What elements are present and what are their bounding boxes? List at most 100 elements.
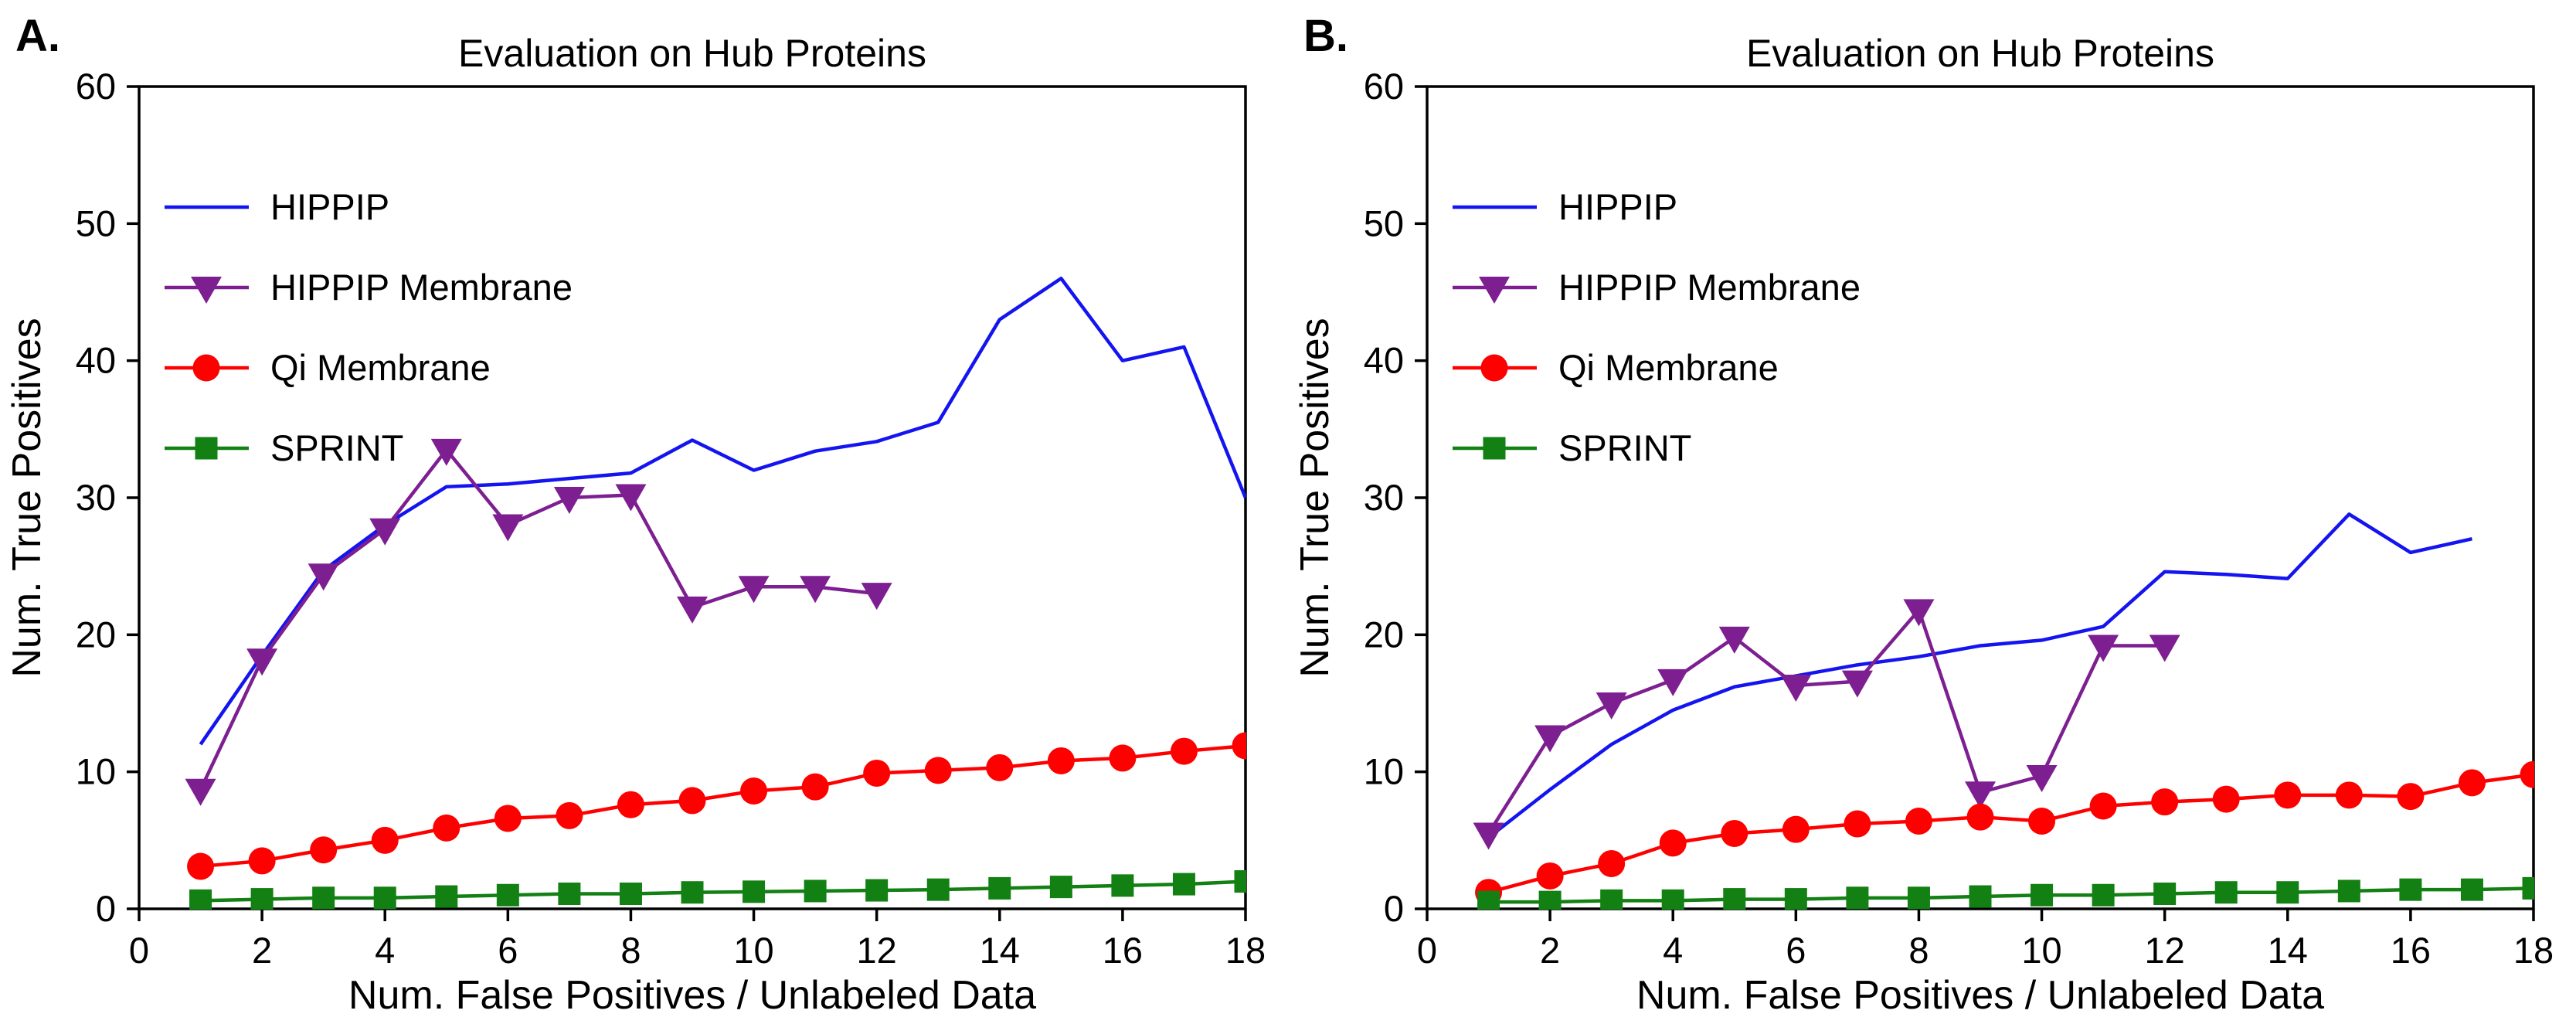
data-point-marker (1477, 890, 1500, 910)
data-point-marker (1172, 873, 1195, 896)
x-tick-label: 0 (1417, 930, 1437, 971)
data-point-marker (986, 754, 1014, 781)
legend-sample-marker (1480, 354, 1508, 382)
panel-b: B. Evaluation on Hub Proteins Num. False… (1288, 0, 2576, 1024)
legend: HIPPIP HIPPIP Membrane Qi Membrane SPRINT (165, 186, 573, 468)
legend-sample-marker (1479, 277, 1510, 304)
y-tick-label: 10 (76, 751, 116, 792)
x-tick-label: 16 (2391, 930, 2431, 971)
series-hippip-membrane (1473, 599, 2180, 850)
data-point-marker (863, 759, 891, 787)
x-tick-label: 4 (1663, 930, 1683, 971)
data-point-marker (2214, 881, 2238, 904)
data-point-marker (496, 883, 519, 907)
data-point-marker (2522, 876, 2534, 900)
data-point-marker (2149, 634, 2180, 662)
data-point-marker (1966, 803, 1994, 831)
y-tick-label: 60 (1364, 66, 1404, 107)
data-point-marker (861, 583, 892, 611)
x-tick-label: 4 (375, 930, 395, 971)
chart-b-plot-area: 0 2 4 6 8 10 12 14 16 180102030405060HIPPIPHIPPIP… (1364, 66, 2554, 971)
x-axis-ticks: 0 2 4 6 8 10 12 14 16 18 (1417, 909, 2554, 971)
chart-b-y-axis-label: Num. True Positives (1293, 318, 1337, 677)
data-point-marker (681, 881, 704, 904)
data-point-marker (1657, 668, 1689, 696)
series-sprint (189, 870, 1246, 910)
panel-a: A. Evaluation on Hub Proteins Num. False… (5, 11, 1266, 1018)
data-point-marker (1969, 885, 1992, 908)
legend-label-qi-membrane: Qi Membrane (270, 347, 491, 388)
data-point-marker (1598, 849, 1626, 877)
data-point-marker (248, 847, 276, 875)
data-point-marker (246, 648, 278, 676)
y-tick-label: 40 (76, 340, 116, 381)
y-tick-label: 60 (76, 66, 116, 107)
panel-a-letter: A. (15, 11, 60, 61)
data-point-marker (1723, 888, 1746, 910)
data-point-marker (2026, 764, 2058, 792)
data-point-marker (678, 787, 706, 815)
data-point-marker (1844, 810, 1871, 838)
y-tick-label: 50 (76, 202, 116, 243)
x-tick-label: 10 (2021, 930, 2061, 971)
data-point-marker (430, 438, 462, 466)
data-point-marker (2276, 881, 2299, 904)
y-tick-label: 20 (1364, 614, 1404, 655)
data-point-marker (2028, 808, 2056, 835)
x-tick-label: 18 (1225, 930, 1266, 971)
data-point-marker (1905, 808, 1932, 835)
y-axis-ticks: 0 10 20 30 40 50 60 (76, 66, 139, 929)
x-tick-label: 2 (252, 930, 272, 971)
data-point-marker (1534, 725, 1566, 753)
x-tick-label: 8 (620, 930, 641, 971)
data-point-marker (494, 805, 522, 832)
data-point-marker (189, 889, 212, 910)
series-qi-membrane (1475, 760, 2534, 907)
series-hippip (199, 277, 1246, 746)
data-point-marker (677, 596, 708, 624)
series-hippip-membrane (185, 438, 892, 806)
data-point-marker (2151, 788, 2179, 816)
chart-b-title: Evaluation on Hub Proteins (1746, 32, 2214, 75)
data-point-marker (615, 484, 647, 512)
legend-sample-marker (195, 437, 218, 460)
data-point-marker (435, 885, 458, 908)
series-line (199, 447, 877, 791)
data-point-marker (1536, 862, 1564, 890)
data-point-marker (738, 576, 770, 604)
series-sprint (1477, 876, 2534, 910)
data-point-marker (2088, 634, 2119, 662)
data-point-marker (556, 801, 583, 829)
data-point-marker (1170, 737, 1198, 765)
series-line (1487, 608, 2165, 835)
x-tick-label: 14 (980, 930, 1020, 971)
x-tick-label: 18 (2513, 930, 2554, 971)
data-point-marker (312, 886, 335, 910)
data-point-marker (2337, 879, 2360, 903)
data-point-marker (308, 563, 339, 591)
data-point-marker (1782, 815, 1810, 843)
data-point-marker (1903, 599, 1935, 627)
y-axis-ticks: 0 10 20 30 40 50 60 (1364, 66, 1427, 929)
data-point-marker (187, 852, 215, 880)
data-point-marker (1965, 781, 1996, 809)
data-point-marker (619, 882, 642, 905)
chart-a-plot-area: 0 2 4 6 8 10 12 14 16 180102030405060HIPPIPHIPPIP… (76, 66, 1266, 971)
data-point-marker (1111, 874, 1134, 897)
data-point-marker (1473, 822, 1504, 850)
legend-label-qi-membrane: Qi Membrane (1558, 347, 1779, 388)
legend-sample-marker (191, 277, 222, 304)
data-point-marker (2031, 883, 2054, 907)
data-point-marker (926, 878, 950, 901)
data-point-marker (373, 886, 396, 910)
series-line (1487, 512, 2472, 839)
chart-a-y-axis-label: Num. True Positives (5, 318, 49, 677)
data-point-marker (2397, 783, 2425, 811)
panel-b-letter: B. (1303, 11, 1348, 61)
data-point-marker (433, 814, 460, 842)
chart-a-canvas: A. Evaluation on Hub Proteins Num. False… (5, 11, 1266, 1018)
data-point-marker (1784, 888, 1807, 910)
data-point-marker (2092, 883, 2115, 907)
series-line (199, 277, 1246, 746)
legend-label-hippip: HIPPIP (270, 186, 389, 227)
